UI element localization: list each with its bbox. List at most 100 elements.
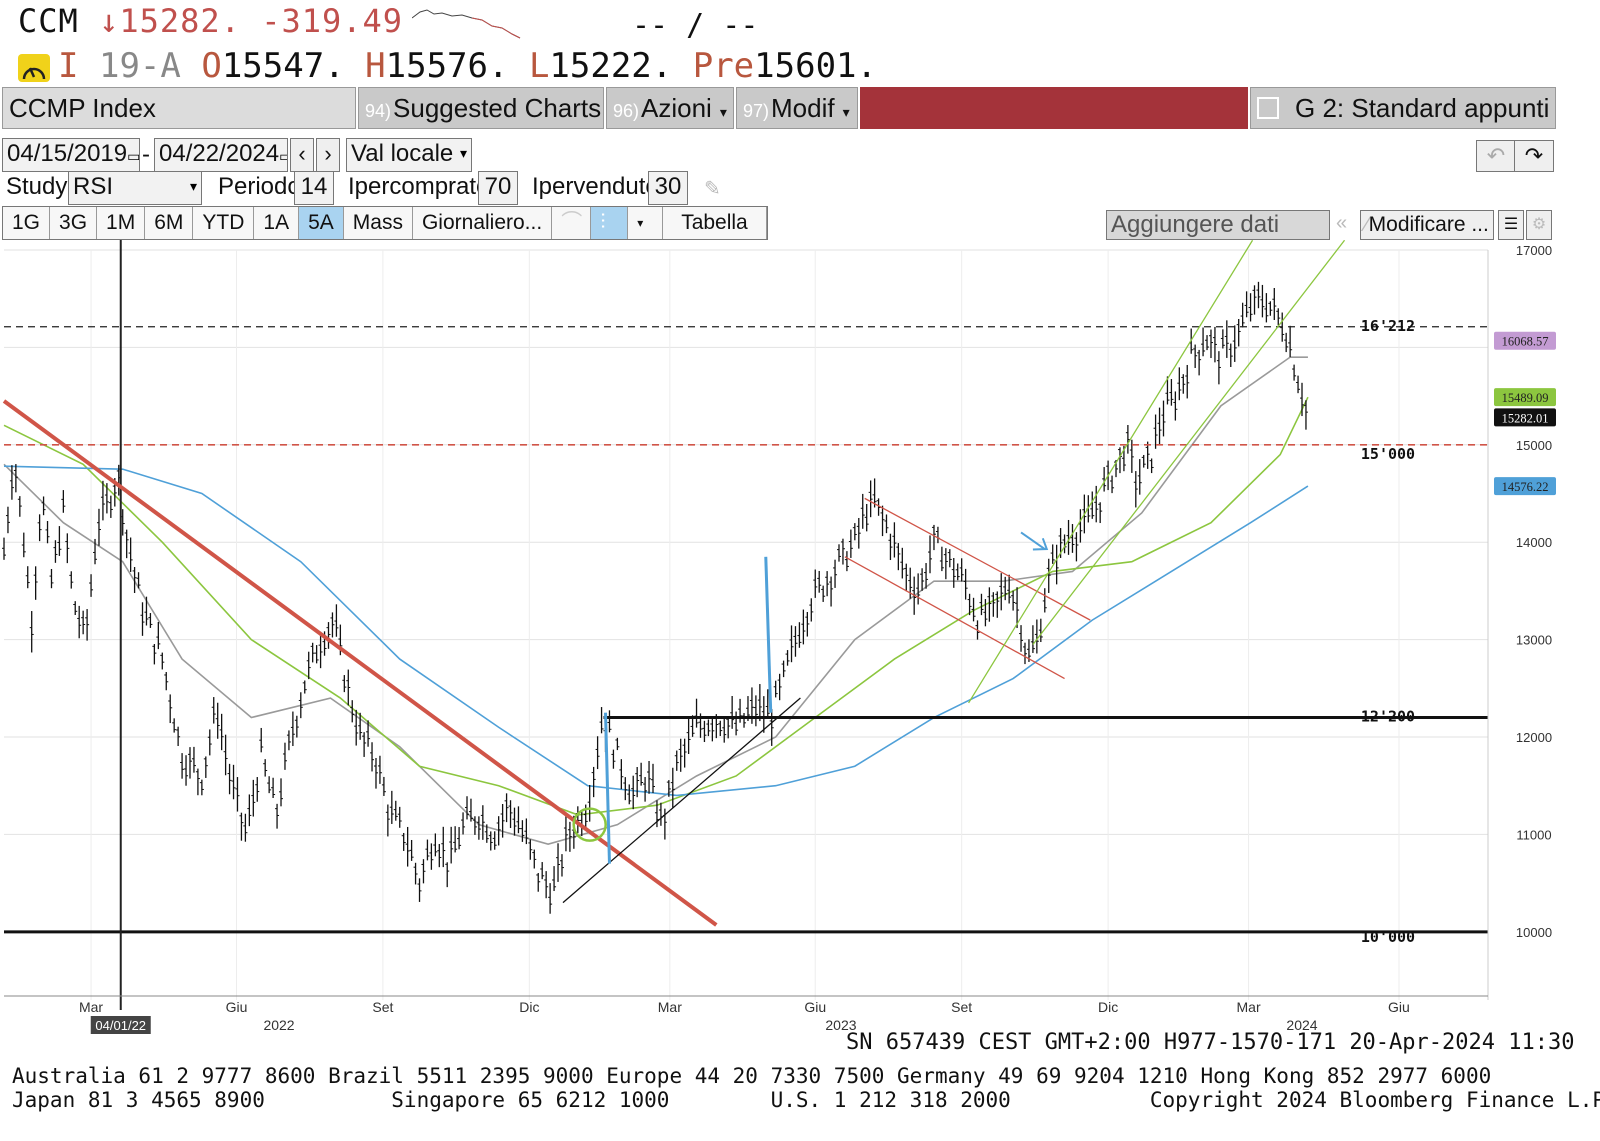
currency-value: Val locale (351, 140, 454, 167)
x-tick-label: Giu (1388, 999, 1410, 1015)
menu-number: 97) (743, 101, 770, 121)
x-tick-label: Set (372, 999, 393, 1015)
caret-down-icon[interactable]: ▾ (628, 207, 664, 239)
add-data-input[interactable]: Aggiungere dati (1106, 210, 1330, 240)
price-tag (1494, 408, 1556, 427)
y-tick-label: 15000 (1516, 438, 1552, 453)
period-label: Periodo (218, 173, 301, 200)
support-trendline (562, 697, 801, 904)
low-value: 15222. (549, 46, 673, 86)
table-tab[interactable]: Tabella (663, 207, 767, 239)
quote-ohlc: I 19-A O15547. H15576. L15222. Pre15601. (18, 46, 877, 86)
alert-bar (860, 87, 1248, 129)
security-field[interactable]: CCMP Index (2, 87, 356, 129)
price-tag (1494, 477, 1556, 496)
chart-type-bar-icon[interactable]: ⫶ (591, 207, 629, 239)
level-label: 12'200 (1361, 708, 1415, 726)
x-tick-label: Dic (1098, 999, 1118, 1015)
chevron-right-icon: › (324, 141, 332, 166)
calendar-icon[interactable]: ▭ (127, 149, 140, 165)
period-input[interactable]: 14 (294, 171, 334, 205)
oversold-input[interactable]: 30 (648, 171, 688, 205)
caret-down-icon: ▾ (189, 179, 197, 195)
study-label: Study (6, 173, 68, 200)
low-label: L (528, 46, 550, 86)
high-label: H (365, 46, 386, 86)
tab-mass[interactable]: Mass (343, 207, 413, 239)
next-period-button[interactable]: › (316, 138, 340, 172)
tab-6m[interactable]: 6M (145, 207, 194, 239)
moving-average-line (3, 356, 1308, 845)
end-date-input[interactable]: 04/22/2024▭ (154, 138, 288, 172)
suggested-charts-menu[interactable]: 94)Suggested Charts▾ (358, 87, 604, 129)
study-select[interactable]: RSI ▾ (68, 171, 202, 205)
level-label: 10'000 (1361, 928, 1415, 946)
collapse-icon[interactable]: « (1336, 212, 1348, 234)
redo-button[interactable]: ↷ (1514, 140, 1554, 172)
moving-average-line (3, 396, 1309, 816)
prev-label: Pre (692, 46, 755, 86)
redo-icon: ↷ (1524, 143, 1544, 168)
tab-5a[interactable]: 5A (299, 207, 344, 239)
tab-1a[interactable]: 1A (254, 207, 300, 239)
notes-button[interactable]: ☰ (1498, 210, 1524, 240)
settings-icon: ⚙ (1531, 216, 1547, 233)
overbought-input[interactable]: 70 (478, 171, 518, 205)
x-tick-label: Giu (804, 999, 826, 1015)
open-label: O (201, 46, 222, 86)
chart-template-selector[interactable]: G 2: Standard appunti (1250, 87, 1556, 129)
price-chart[interactable]: 16'212 15'000 12'200 10'000 10000 11000 12000… (0, 240, 1600, 1040)
level-label: 15'000 (1361, 445, 1415, 463)
settings-button[interactable]: ⚙ (1526, 210, 1552, 240)
quote-header: CCM ↓15282. -319.49 (18, 2, 403, 40)
pencil-icon: ⁄ (1365, 213, 1369, 236)
price-tag-label: 14576.22 (1502, 480, 1549, 494)
tab-ytd[interactable]: YTD (193, 207, 255, 239)
menu-label: Azioni (641, 93, 712, 123)
calendar-icon[interactable]: ▭ (279, 149, 287, 165)
export-icon[interactable] (1257, 97, 1279, 120)
gauge-icon[interactable] (18, 53, 50, 82)
caret-down-icon: ▾ (842, 104, 850, 120)
price-series (2, 281, 1308, 914)
period-tabs: 1G 3G 1M 6M YTD 1A 5A Mass Giornaliero..… (2, 206, 768, 240)
y-axis: 10000 11000 12000 13000 14000 15000 17000 (1487, 243, 1552, 1000)
uptrend-channel-line (1032, 240, 1346, 645)
tab-1g[interactable]: 1G (3, 207, 51, 239)
frequency-select[interactable]: Giornaliero... (412, 207, 553, 239)
x-tick-label: Mar (658, 999, 682, 1015)
currency-select[interactable]: Val locale ▾ (346, 138, 472, 172)
chart-grid (4, 249, 1488, 1000)
price-tags: 16068.57 15489.09 15282.01 14576.22 (1494, 331, 1556, 496)
arrow-head-icon (1032, 537, 1049, 551)
overbought-label: Ipercomprato (348, 173, 490, 200)
y-tick-label: 11000 (1516, 827, 1551, 842)
breakout-marker (764, 556, 773, 713)
quote-date: 19-A (98, 46, 181, 86)
chevron-left-icon: ‹ (298, 141, 306, 166)
modif-menu[interactable]: 97)Modif ▾ (736, 87, 858, 129)
annotations (2, 240, 1346, 1010)
menu-label: Modif (771, 93, 835, 123)
quote-time: -- / -- (632, 8, 759, 43)
caret-down-icon: ▾ (459, 146, 467, 162)
y-tick-label: 17000 (1516, 243, 1552, 258)
end-date-value: 04/22/2024 (159, 140, 280, 167)
chart-type-line-icon[interactable]: ⌒ (552, 207, 592, 239)
pencil-icon[interactable]: ✎ (704, 178, 721, 200)
x-axis: Mar Giu Set Dic Mar Giu Set Dic Mar Giu 2022 2023 20… (4, 995, 1488, 1034)
modify-button[interactable]: ⁄Modificare ... (1360, 210, 1494, 240)
cursor-date-box (90, 1016, 151, 1034)
caret-down-icon: ▾ (719, 104, 727, 120)
cursor-date-label: 04/01/22 (95, 1018, 146, 1033)
notes-icon: ☰ (1503, 216, 1519, 233)
instrument-flag: I (58, 46, 79, 86)
prev-period-button[interactable]: ‹ (290, 138, 314, 172)
azioni-menu[interactable]: 96)Azioni ▾ (606, 87, 734, 129)
tab-3g[interactable]: 3G (50, 207, 98, 239)
start-date-input[interactable]: 04/15/2019▭ (2, 138, 140, 172)
undo-button[interactable]: ↶ (1476, 140, 1516, 172)
tab-1m[interactable]: 1M (97, 207, 146, 239)
x-year-label: 2022 (263, 1017, 294, 1033)
template-label: G 2: Standard appunti (1295, 93, 1550, 123)
